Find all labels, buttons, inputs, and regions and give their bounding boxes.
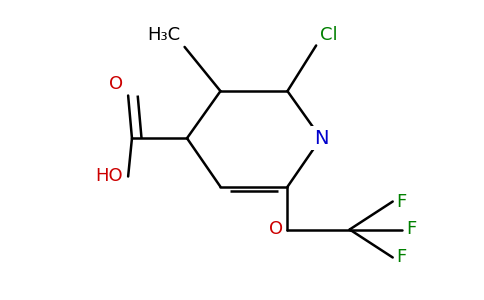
- Text: N: N: [314, 129, 328, 148]
- Text: HO: HO: [96, 167, 123, 185]
- Text: F: F: [396, 248, 407, 266]
- Text: Cl: Cl: [320, 26, 338, 44]
- Text: F: F: [396, 193, 407, 211]
- Text: H₃C: H₃C: [148, 26, 181, 44]
- Text: O: O: [109, 75, 123, 93]
- Text: F: F: [406, 220, 416, 238]
- Text: O: O: [270, 220, 284, 238]
